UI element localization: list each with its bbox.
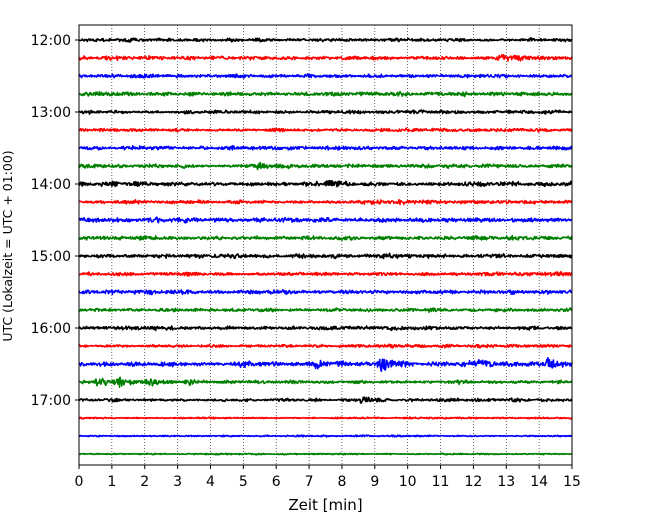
y-tick-label: 13:00 — [31, 105, 71, 121]
seismogram-trace — [78, 127, 573, 133]
x-tick-label: 9 — [370, 474, 379, 490]
x-tick-label: 13 — [497, 474, 515, 490]
x-tick-label: 10 — [399, 474, 417, 490]
x-axis-ticks: 0 1 2 3 4 5 6 7 8 9 10 11 12 13 14 15 — [75, 465, 581, 490]
seismogram-trace — [78, 452, 573, 456]
x-tick-label: 6 — [272, 474, 281, 490]
plot-frame — [78, 24, 573, 466]
seismogram-trace — [78, 307, 573, 314]
seismogram-trace — [78, 37, 573, 43]
x-tick-label: 1 — [107, 474, 116, 490]
seismogram-trace — [78, 216, 573, 224]
y-tick-label: 12:00 — [31, 33, 71, 49]
seismogram-trace — [78, 162, 573, 171]
y-tick-label: 16:00 — [31, 321, 71, 337]
trace-group — [78, 37, 573, 456]
seismogram-trace — [78, 90, 573, 98]
seismogram-trace — [78, 356, 573, 373]
x-tick-label: 12 — [464, 474, 482, 490]
x-tick-label: 4 — [206, 474, 215, 490]
x-axis-label: Zeit [min] — [288, 496, 362, 514]
seismogram-trace — [78, 109, 573, 115]
seismogram-trace — [78, 289, 573, 296]
seismogram-trace — [78, 179, 573, 188]
y-tick-label: 15:00 — [31, 249, 71, 265]
x-tick-label: 2 — [140, 474, 149, 490]
seismogram-trace — [78, 416, 573, 420]
seismogram-trace — [78, 396, 573, 404]
seismogram-trace — [78, 54, 573, 62]
x-tick-label: 7 — [305, 474, 314, 490]
seismogram-trace — [78, 144, 573, 151]
x-tick-label: 5 — [239, 474, 248, 490]
seismogram-trace — [78, 376, 573, 389]
seismogram-trace — [78, 434, 573, 438]
seismogram-trace — [78, 271, 573, 277]
x-tick-label: 14 — [530, 474, 548, 490]
plot-background — [79, 25, 572, 465]
seismogram-trace — [78, 343, 573, 349]
x-tick-label: 0 — [75, 474, 84, 490]
y-tick-label: 17:00 — [31, 393, 71, 409]
y-tick-label: 14:00 — [31, 177, 71, 193]
seismogram-trace — [78, 73, 573, 79]
seismogram-trace — [78, 252, 573, 260]
x-tick-label: 15 — [563, 474, 581, 490]
x-tick-label: 8 — [337, 474, 346, 490]
grid-lines — [111, 25, 540, 465]
x-tick-label: 11 — [432, 474, 450, 490]
seismogram-trace — [78, 325, 573, 332]
x-tick-label: 3 — [173, 474, 182, 490]
seismogram-trace — [78, 198, 573, 206]
seismogram-trace — [78, 234, 573, 242]
y-axis-ticks: 12:00 13:00 14:00 15:00 16:00 17:00 — [31, 33, 79, 409]
y-axis-label: UTC (Lokalzeit = UTC + 01:00) — [0, 150, 15, 341]
